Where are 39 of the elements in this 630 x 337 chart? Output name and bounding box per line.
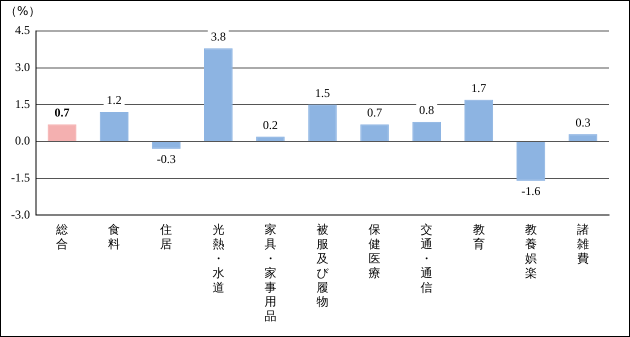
x-tick-label: 家具・家事用品 — [264, 222, 276, 324]
x-tick-label: 教養娯楽 — [524, 222, 537, 280]
bar — [360, 124, 389, 142]
data-label: 1.7 — [471, 80, 486, 95]
data-label: 1.2 — [106, 93, 122, 108]
data-label: 3.8 — [210, 29, 226, 44]
x-tick-label: 諸雑費 — [576, 222, 589, 266]
data-label: -0.3 — [156, 152, 176, 166]
data-label: 0.7 — [367, 105, 382, 120]
x-tick-label: 食料 — [108, 222, 120, 252]
data-label: 0.2 — [262, 118, 278, 132]
y-tick-label: 3.0 — [14, 60, 30, 74]
y-tick-label: -3.0 — [10, 207, 30, 222]
x-tick-label: 保健医療 — [368, 222, 381, 280]
y-tick-label: -1.5 — [10, 170, 30, 185]
x-tick-label: 住居 — [159, 222, 172, 252]
bar — [568, 134, 598, 142]
bar — [308, 104, 337, 142]
data-label: -1.6 — [521, 184, 540, 198]
x-tick-label: 総合 — [55, 222, 68, 252]
x-tick-label: 光熱・水道 — [212, 222, 224, 294]
y-axis-title: （%） — [5, 3, 40, 20]
bar — [412, 122, 442, 142]
data-label: 0.8 — [419, 103, 434, 118]
data-label: 0.3 — [575, 115, 590, 130]
y-tick-label: 4.5 — [14, 23, 30, 38]
y-tick-label: 0.0 — [14, 134, 30, 148]
x-tick-label: 交通・通信 — [420, 222, 433, 294]
x-tick-label: 教育 — [472, 222, 485, 252]
bar — [152, 142, 181, 149]
bar — [48, 124, 76, 142]
bar — [464, 100, 494, 142]
data-label: 0.7 — [54, 105, 70, 120]
y-tick-label: 1.5 — [14, 96, 30, 111]
x-tick-label: 被服及び履物 — [316, 222, 330, 309]
data-label: 1.5 — [315, 86, 330, 100]
bar — [516, 142, 546, 181]
bar — [204, 48, 233, 142]
bar — [256, 136, 285, 142]
